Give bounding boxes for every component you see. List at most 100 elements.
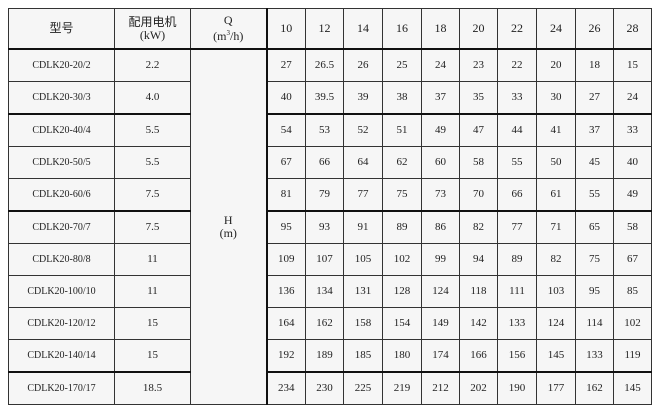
head-value-cell: 73: [421, 178, 460, 212]
head-value-cell: 93: [305, 210, 344, 244]
motor-kw-cell: 11: [114, 243, 191, 276]
head-value-cell: 38: [382, 81, 422, 115]
head-value-cell: 27: [265, 48, 306, 82]
motor-kw-cell: 11: [114, 275, 191, 308]
pump-performance-table: 型号 配用电机 (kW) Q (m3/h) 10 12 14 16 18 20 …: [8, 8, 652, 405]
head-value-cell: 18: [575, 48, 614, 82]
motor-kw-cell: 18.5: [114, 371, 191, 405]
head-value-cell: 52: [343, 113, 383, 147]
head-value-cell: 58: [459, 146, 498, 179]
motor-kw-cell: 5.5: [114, 146, 191, 179]
model-cell: CDLK20-20/2: [8, 48, 115, 82]
head-value-cell: 82: [536, 243, 576, 276]
head-value-cell: 25: [382, 48, 422, 82]
head-value-cell: 118: [459, 275, 498, 308]
head-value-cell: 22: [497, 48, 537, 82]
head-value-cell: 40: [613, 146, 652, 179]
head-value-cell: 75: [575, 243, 614, 276]
table-row: CDLK20-30/3 4.0 40 39.5 39 38 37 35 33 30 27 24: [8, 81, 652, 115]
head-value-cell: 162: [575, 371, 614, 405]
model-cell: CDLK20-100/10: [8, 275, 115, 308]
head-unit: (m): [219, 226, 237, 240]
head-value-cell: 27: [575, 81, 614, 115]
head-value-cell: 81: [265, 178, 306, 212]
head-value-cell: 62: [382, 146, 422, 179]
head-value-cell: 55: [497, 146, 537, 179]
head-value-cell: 23: [459, 48, 498, 82]
head-value-cell: 89: [382, 210, 422, 244]
head-value-cell: 164: [265, 307, 306, 340]
head-value-cell: 107: [305, 243, 344, 276]
head-value-cell: 82: [459, 210, 498, 244]
head-value-cell: 154: [382, 307, 422, 340]
table-row: CDLK20-60/6 7.5 81 79 77 75 73 70 66 61 55 49: [8, 178, 652, 212]
motor-kw-cell: 4.0: [114, 81, 191, 115]
table-row: CDLK20-40/4 5.5 54 53 52 51 49 47 44 41 37 33: [8, 113, 652, 147]
head-value-cell: 49: [613, 178, 652, 212]
head-value-cell: 71: [536, 210, 576, 244]
flow-header-unit: (m3/h): [191, 27, 266, 43]
head-value-cell: 219: [382, 371, 422, 405]
flow-value: 20: [459, 8, 498, 50]
head-value-cell: 133: [575, 339, 614, 373]
head-value-cell: 30: [536, 81, 576, 115]
head-value-cell: 41: [536, 113, 576, 147]
head-value-cell: 128: [382, 275, 422, 308]
head-value-cell: 103: [536, 275, 576, 308]
head-value-cell: 190: [497, 371, 537, 405]
head-value-cell: 85: [613, 275, 652, 308]
head-value-cell: 58: [613, 210, 652, 244]
head-value-cell: 86: [421, 210, 460, 244]
head-value-cell: 162: [305, 307, 344, 340]
head-value-cell: 70: [459, 178, 498, 212]
head-value-cell: 37: [421, 81, 460, 115]
head-value-cell: 95: [575, 275, 614, 308]
flow-header-symbol: Q: [223, 13, 233, 27]
flow-value: 22: [497, 8, 537, 50]
head-value-cell: 35: [459, 81, 498, 115]
motor-header-label: 配用电机: [128, 14, 177, 29]
head-value-cell: 24: [613, 81, 652, 115]
head-value-cell: 134: [305, 275, 344, 308]
head-value-cell: 47: [459, 113, 498, 147]
head-value-cell: 51: [382, 113, 422, 147]
head-value-cell: 102: [382, 243, 422, 276]
head-value-cell: 39.5: [305, 81, 344, 115]
head-value-cell: 94: [459, 243, 498, 276]
head-value-cell: 133: [497, 307, 537, 340]
head-value-cell: 61: [536, 178, 576, 212]
head-value-cell: 192: [265, 339, 306, 373]
flow-value: 18: [421, 8, 460, 50]
head-value-cell: 20: [536, 48, 576, 82]
motor-kw-cell: 7.5: [114, 210, 191, 244]
motor-kw-cell: 2.2: [114, 48, 191, 82]
head-value-cell: 66: [305, 146, 344, 179]
head-value-cell: 230: [305, 371, 344, 405]
table-row: CDLK20-100/10 11 136 134 131 128 124 118 111 103 9…: [8, 275, 652, 308]
motor-kw-cell: 7.5: [114, 178, 191, 212]
table-row: CDLK20-120/12 15 164 162 158 154 149 142 133 124 1…: [8, 307, 652, 340]
head-value-cell: 79: [305, 178, 344, 212]
motor-header: 配用电机 (kW): [114, 8, 191, 50]
table-row: CDLK20-170/17 18.5 234 230 225 219 212 202 190 17…: [8, 371, 652, 405]
head-value-cell: 33: [497, 81, 537, 115]
head-value-cell: 39: [343, 81, 383, 115]
head-value-cell: 185: [343, 339, 383, 373]
head-value-cell: 45: [575, 146, 614, 179]
head-value-cell: 91: [343, 210, 383, 244]
model-cell: CDLK20-50/5: [8, 146, 115, 179]
flow-unit-pre: (m: [213, 29, 227, 43]
head-value-cell: 95: [265, 210, 306, 244]
head-value-cell: 174: [421, 339, 460, 373]
head-value-cell: 77: [343, 178, 383, 212]
head-value-cell: 89: [497, 243, 537, 276]
head-value-cell: 66: [497, 178, 537, 212]
head-symbol: H: [223, 213, 233, 227]
head-value-cell: 53: [305, 113, 344, 147]
head-value-cell: 50: [536, 146, 576, 179]
table-row: CDLK20-50/5 5.5 67 66 64 62 60 58 55 50 45 40: [8, 146, 652, 179]
head-value-cell: 158: [343, 307, 383, 340]
head-value-cell: 145: [536, 339, 576, 373]
head-value-cell: 37: [575, 113, 614, 147]
head-value-cell: 212: [421, 371, 460, 405]
